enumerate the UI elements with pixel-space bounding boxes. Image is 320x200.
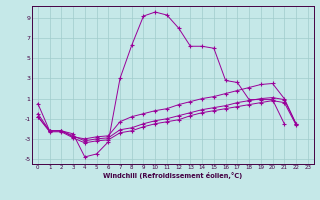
X-axis label: Windchill (Refroidissement éolien,°C): Windchill (Refroidissement éolien,°C) bbox=[103, 172, 243, 179]
